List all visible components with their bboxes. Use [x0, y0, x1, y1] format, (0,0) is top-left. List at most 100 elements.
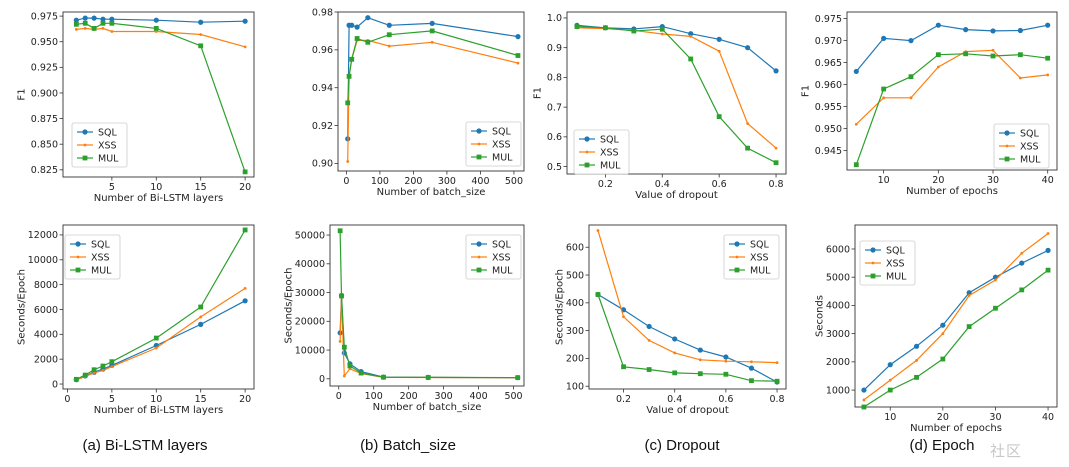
- y-tick-label: 600: [566, 243, 584, 254]
- data-point-mul: [574, 24, 580, 29]
- data-point-xss: [199, 315, 203, 319]
- y-tick-label: 30000: [295, 288, 325, 299]
- data-point-sql: [515, 34, 521, 40]
- data-point-mul: [73, 376, 79, 382]
- legend-label: SQL: [98, 127, 118, 138]
- data-point-mul: [745, 145, 751, 151]
- y-tick-label: 0.950: [815, 124, 842, 135]
- data-point-xss: [774, 146, 778, 150]
- data-point-sql: [198, 19, 204, 25]
- x-tick-label: 30: [989, 412, 1001, 423]
- legend-label: MUL: [91, 265, 112, 276]
- data-point-sql: [198, 321, 204, 327]
- data-point-mul: [1045, 55, 1051, 61]
- data-point-mul: [345, 100, 351, 106]
- y-tick-label: 2000: [34, 354, 58, 365]
- data-point-mul: [716, 114, 722, 120]
- y-tick-label: 1.0: [547, 13, 562, 24]
- legend: SQL XSS MUL: [993, 123, 1050, 169]
- data-point-mul: [349, 56, 355, 62]
- data-point-sql: [672, 336, 678, 342]
- data-point-sql: [908, 38, 914, 44]
- x-tick-label: 0.8: [769, 394, 784, 405]
- data-point-mul: [621, 364, 626, 370]
- y-tick-label: 300: [566, 326, 584, 337]
- data-point-xss: [154, 346, 158, 350]
- data-point-mul: [688, 56, 694, 62]
- data-point-mul: [198, 304, 204, 310]
- data-point-sql: [748, 365, 755, 371]
- data-point-mul: [887, 387, 893, 393]
- y-tick-label: 0.8: [547, 73, 562, 84]
- legend-label: MUL: [600, 160, 621, 171]
- x-tick-label: 30: [987, 175, 999, 186]
- x-tick-label: 0.4: [667, 394, 682, 405]
- chart-panel-5: 0 5 10 15 20 0 2000 4000 6000 8000 10000 12000 Numbe…: [17, 224, 255, 416]
- data-point-mul: [347, 363, 353, 369]
- data-point-mul: [914, 374, 919, 380]
- data-point-sql: [861, 387, 867, 393]
- x-tick-label: 20: [937, 412, 949, 423]
- legend-label: SQL: [91, 239, 111, 250]
- data-point-sql: [1017, 27, 1023, 34]
- x-tick-label: 200: [400, 391, 418, 402]
- data-point-xss: [882, 96, 886, 100]
- legend-label: XSS: [600, 147, 619, 158]
- legend: SQL XSS MUL: [723, 234, 780, 280]
- data-point-xss: [888, 378, 892, 382]
- data-point-xss: [387, 44, 391, 48]
- legend-marker: [476, 154, 482, 160]
- data-point-mul: [82, 20, 88, 26]
- data-point-mul: [358, 370, 364, 376]
- data-point-sql: [697, 347, 703, 353]
- legend-marker: [585, 150, 589, 154]
- data-point-mul: [82, 372, 88, 378]
- data-point-sql: [688, 31, 694, 37]
- data-point-mul: [365, 39, 371, 45]
- data-point-mul: [91, 25, 97, 31]
- data-point-sql: [1019, 260, 1025, 266]
- y-tick-label: 0.960: [815, 80, 842, 91]
- x-tick-label: 15: [195, 394, 207, 405]
- data-point-xss: [243, 286, 247, 290]
- data-point-xss: [342, 374, 346, 378]
- data-point-xss: [199, 33, 203, 36]
- data-point-mul: [672, 370, 678, 376]
- legend-label: MUL: [886, 271, 907, 282]
- watermark-logo: 社区: [990, 442, 1023, 460]
- legend-marker: [82, 129, 88, 135]
- data-point-xss: [1046, 232, 1050, 235]
- legend-marker: [584, 136, 590, 142]
- data-point-xss: [1018, 76, 1022, 80]
- data-point-sql: [1045, 247, 1051, 253]
- data-point-mul: [109, 359, 115, 365]
- data-point-mul: [881, 86, 887, 92]
- data-point-xss: [941, 332, 945, 336]
- data-point-xss: [775, 361, 779, 364]
- data-point-xss: [746, 122, 750, 125]
- series-line-mul: [576, 26, 777, 164]
- y-tick-label: 0.975: [815, 14, 842, 25]
- legend-label: SQL: [750, 239, 770, 250]
- series-line-sql: [855, 24, 1048, 72]
- legend-marker: [76, 255, 80, 259]
- data-point-sql: [887, 362, 893, 368]
- data-point-xss: [717, 49, 721, 53]
- chart-panel-1: 5 10 15 20 0.825 0.850 0.875 0.900 0.925 0.950 0.9…: [17, 11, 255, 204]
- legend-marker: [477, 255, 481, 259]
- y-axis-label: F1: [532, 87, 543, 99]
- data-point-mul: [100, 363, 106, 369]
- data-point-xss: [689, 34, 693, 38]
- legend-label: SQL: [1020, 128, 1040, 139]
- data-point-mul: [354, 36, 360, 41]
- x-axis-label: Number of epochs: [906, 186, 998, 197]
- legend-marker: [1004, 130, 1010, 136]
- legend-marker: [82, 155, 88, 161]
- data-point-sql: [940, 322, 946, 328]
- data-point-sql: [82, 15, 88, 21]
- y-tick-label: 0.96: [312, 45, 333, 56]
- y-tick-label: 100: [566, 382, 584, 393]
- data-point-mul: [966, 324, 972, 329]
- data-point-sql: [935, 22, 941, 28]
